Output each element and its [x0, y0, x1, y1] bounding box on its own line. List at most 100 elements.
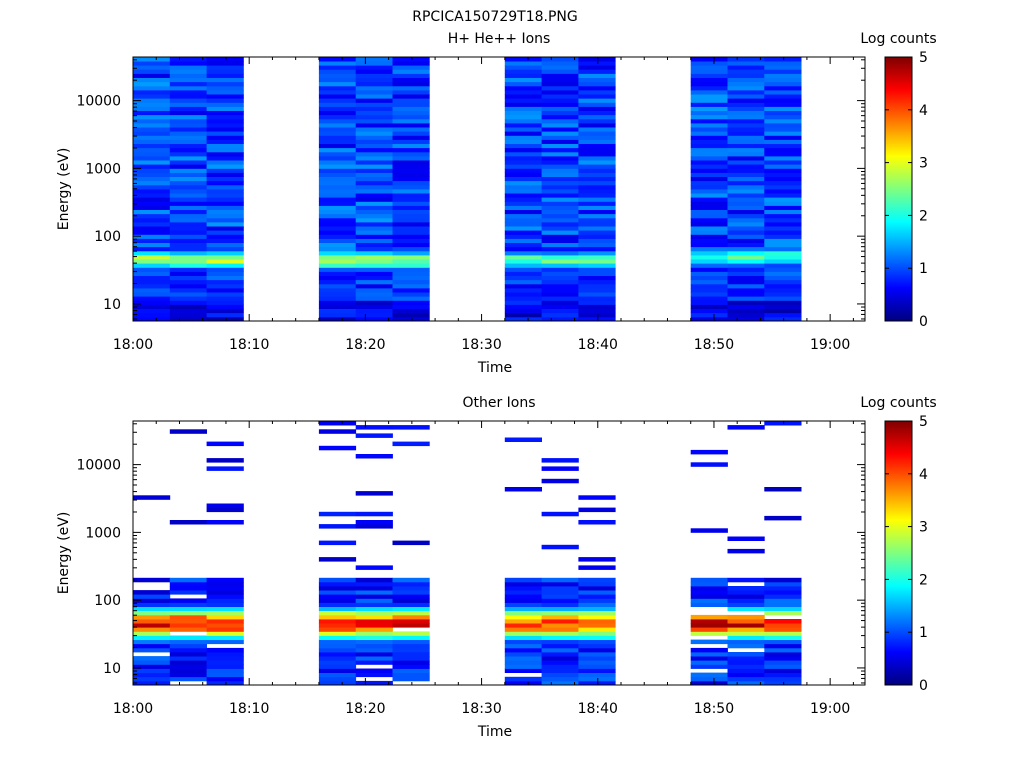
heatmap-cell — [541, 102, 579, 107]
heatmap-cell — [504, 205, 542, 210]
heatmap-cell — [690, 623, 728, 628]
heatmap-cell — [727, 308, 765, 314]
heatmap-cell — [764, 189, 802, 194]
heatmap-cell — [764, 664, 802, 669]
heatmap-cell — [206, 672, 244, 678]
heatmap-cell — [578, 627, 616, 632]
heatmap-cell — [318, 308, 357, 314]
heatmap-cell — [355, 217, 393, 223]
heatmap-cell — [578, 57, 616, 62]
heatmap-cell — [133, 660, 171, 665]
heatmap-cell — [169, 176, 207, 182]
heatmap-cell — [541, 139, 579, 144]
heatmap-cell — [578, 226, 616, 231]
heatmap-cell — [318, 511, 357, 517]
heatmap-cell — [764, 143, 802, 149]
heatmap-cell — [727, 65, 765, 70]
heatmap-cell — [355, 127, 393, 132]
heatmap-cell — [727, 238, 765, 243]
heatmap-cell — [392, 540, 430, 546]
heatmap-cell — [169, 292, 207, 297]
heatmap-cell — [355, 454, 393, 459]
colorbar-gradient — [884, 56, 913, 322]
heatmap-cell — [318, 312, 357, 318]
heatmap-cell — [727, 85, 765, 91]
heatmap-cell — [504, 255, 542, 260]
heatmap-cell — [169, 213, 207, 219]
heatmap-cell — [392, 226, 430, 231]
heatmap-cell — [690, 246, 728, 252]
heatmap-cell — [206, 226, 244, 231]
heatmap-cell — [392, 610, 430, 616]
heatmap-cell — [578, 193, 616, 198]
heatmap-cell — [764, 631, 802, 636]
heatmap-cell — [541, 180, 579, 186]
heatmap-cell — [727, 226, 765, 231]
heatmap-cell — [578, 106, 616, 111]
heatmap-cell — [764, 672, 802, 678]
x-tick-label: 18:30 — [461, 701, 501, 717]
heatmap-cell — [169, 193, 207, 198]
heatmap-cell — [727, 590, 765, 595]
heatmap-cell — [169, 209, 207, 215]
heatmap-cell — [504, 226, 542, 231]
heatmap-cell — [578, 271, 616, 276]
heatmap-cell — [578, 230, 616, 235]
heatmap-cell — [169, 598, 207, 603]
heatmap-cell — [764, 226, 802, 231]
heatmap-cell — [578, 594, 616, 599]
heatmap-cell — [541, 106, 579, 111]
heatmap-cell — [690, 69, 728, 74]
heatmap-cell — [355, 238, 393, 243]
heatmap-cell — [504, 102, 542, 107]
heatmap-cell — [541, 511, 579, 517]
heatmap-cell — [504, 147, 542, 153]
heatmap-cell — [541, 271, 579, 276]
heatmap-cell — [133, 213, 171, 219]
heatmap-cell — [169, 201, 207, 206]
heatmap-cell — [133, 246, 171, 252]
heatmap-cell — [578, 610, 616, 616]
heatmap-cell — [169, 296, 207, 301]
heatmap-cell — [206, 209, 244, 215]
heatmap-cell — [504, 271, 542, 276]
heatmap-cell — [355, 118, 393, 124]
heatmap-cell — [504, 57, 542, 62]
heatmap-cell — [318, 114, 357, 120]
heatmap-cell — [133, 602, 171, 607]
heatmap-cell — [727, 283, 765, 289]
heatmap-cell — [727, 118, 765, 124]
heatmap-cell — [206, 57, 244, 62]
heatmap-cell — [355, 433, 393, 438]
heatmap-cell — [169, 429, 207, 434]
heatmap-cell — [690, 660, 728, 665]
heatmap-cell — [727, 94, 765, 99]
heatmap-cell — [206, 259, 244, 264]
heatmap-cell — [504, 193, 542, 198]
heatmap-cell — [133, 106, 171, 111]
heatmap-cell — [578, 672, 616, 678]
heatmap-cell — [318, 57, 357, 62]
heatmap-cell — [169, 151, 207, 157]
heatmap-cell — [133, 300, 171, 305]
heatmap-cell — [578, 201, 616, 206]
heatmap-cell — [727, 425, 765, 430]
heatmap-cell — [133, 590, 171, 595]
heatmap-cell — [504, 209, 542, 215]
heatmap-cell — [392, 90, 430, 95]
heatmap-cell — [355, 610, 393, 616]
heatmap-cell — [578, 250, 616, 256]
heatmap-cell — [318, 250, 357, 256]
heatmap-cell — [206, 316, 244, 322]
heatmap-cell — [206, 610, 244, 616]
heatmap-cell — [392, 98, 430, 103]
heatmap-cell — [764, 57, 802, 62]
heatmap-cell — [690, 639, 728, 645]
heatmap-cell — [727, 135, 765, 140]
heatmap-cell — [355, 90, 393, 95]
heatmap-cell — [690, 449, 728, 455]
heatmap-cell — [206, 271, 244, 276]
heatmap-cell — [206, 102, 244, 107]
heatmap-cell — [578, 255, 616, 260]
